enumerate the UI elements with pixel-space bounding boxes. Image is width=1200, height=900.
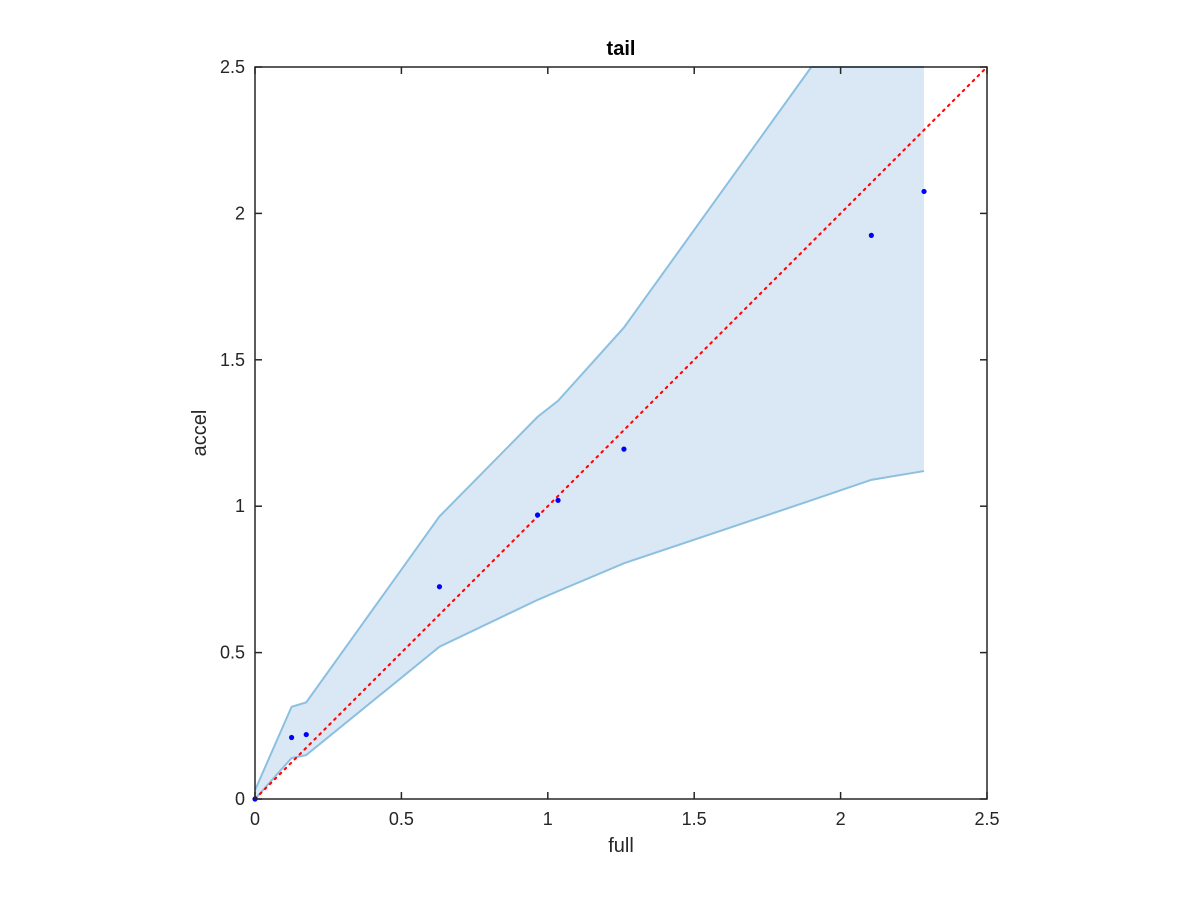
x-tick-label: 2.5 (974, 809, 999, 829)
data-point (289, 734, 295, 741)
x-tick-label: 1 (543, 809, 553, 829)
data-point (534, 512, 541, 518)
y-axis: 0 0.5 1 1.5 2 2.5 (220, 57, 987, 809)
y-tick-label: 0.5 (220, 643, 245, 663)
y-tick-label: 2.5 (220, 57, 245, 77)
y-tick-label: 1.5 (220, 350, 245, 370)
x-tick-label: 1.5 (682, 809, 707, 829)
x-axis: 0 0.5 1 1.5 2 2.5 (250, 67, 1000, 829)
x-tick-label: 2 (836, 809, 846, 829)
data-point (555, 497, 561, 503)
x-tick-label: 0 (250, 809, 260, 829)
y-tick-label: 0 (235, 789, 245, 809)
data-point (621, 446, 627, 452)
plot-frame (254, 66, 988, 800)
identity-line (254, 66, 988, 800)
data-point (868, 232, 874, 238)
y-tick-label: 2 (235, 203, 245, 223)
x-axis-label: full (608, 835, 634, 857)
band-lower-edge (254, 470, 925, 800)
y-axis-label: accel (189, 410, 211, 457)
data-points (252, 188, 927, 802)
data-point (921, 188, 927, 195)
x-tick-label: 0.5 (389, 809, 414, 829)
chart-title: tail (607, 38, 636, 60)
reference-line (254, 66, 988, 800)
band-fill (255, 67, 925, 799)
data-point (303, 731, 309, 738)
y-tick-label: 1 (235, 496, 245, 516)
data-point (436, 584, 443, 590)
